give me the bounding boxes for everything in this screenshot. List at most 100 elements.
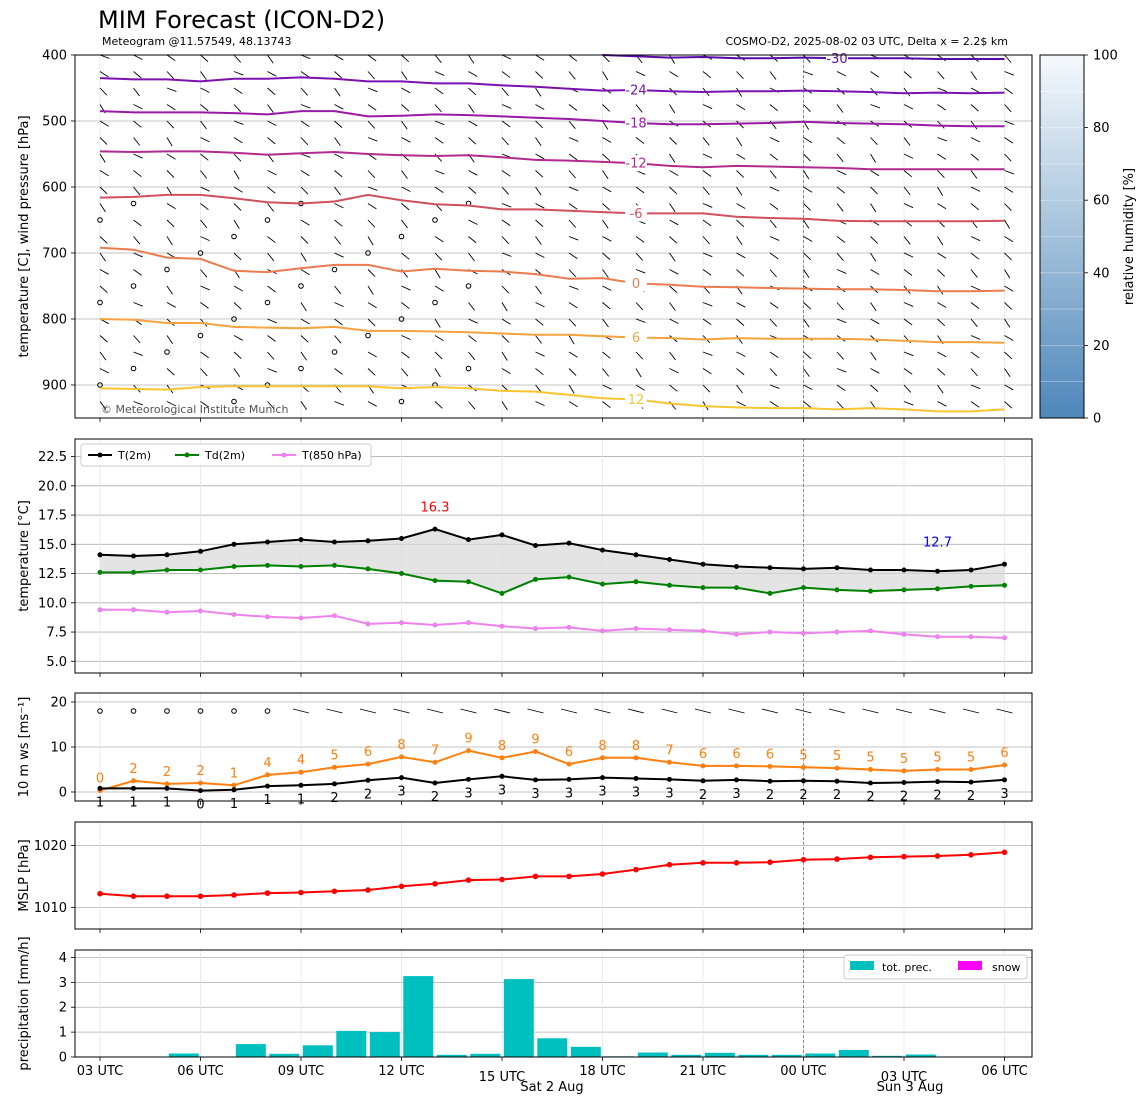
wind-barb [267,71,277,77]
wind-barb [937,236,944,246]
wind-barb [937,401,947,407]
calm-wind-marker [130,365,137,372]
series-point [499,532,505,538]
wind-barb [635,252,644,261]
wind-barb [970,368,978,377]
wind-barb [434,285,444,292]
plot-frame [74,949,1033,1058]
wind-barb [233,351,242,360]
y-tick-label: 12.5 [38,567,67,582]
wind-barb [903,203,914,209]
wind-speed-point [566,776,572,782]
wind-barb [300,71,310,78]
wind-barb [133,153,143,159]
wind-barb [769,186,780,192]
wind-barb [769,236,780,241]
isotherm-label: -18 [625,116,646,131]
wind-barb [702,236,710,245]
wind-barb [702,302,713,307]
wind-barb [602,71,609,81]
wind-barb [836,401,845,410]
wind-barb [267,252,275,262]
isotherm-line [99,110,1005,128]
wind-barb [501,285,510,294]
wind-barb [769,104,779,112]
wind-barb [736,120,744,129]
y-tick-label: 10 [50,741,67,756]
wind-barb [970,203,980,211]
series-point [968,634,974,640]
precipitation-panel: 0 1 2 3 4 tot. prec. snow precipitation [mm/h] 0… [17,936,1033,1095]
series-point [1002,582,1007,588]
wind-barb [602,269,609,278]
wind-barb [1004,120,1014,126]
wind-speed-point [700,778,706,784]
wind-barb [434,236,444,243]
legend-label: T(2m) [117,449,151,462]
wind-barb [334,401,344,406]
mslp-point [398,883,405,890]
wind-barb [233,368,241,377]
wind-barb [99,153,106,163]
wind-barb [702,170,712,177]
wind-barb [568,236,579,241]
wind-barb [870,153,877,163]
wind-barb [669,252,676,262]
wind-barb [602,219,609,229]
wind-barb [434,120,445,126]
wind-barb [133,269,142,276]
wind-barb [535,236,542,245]
wind-barb [568,368,577,376]
wind-barb [803,153,811,162]
wind-barb [903,269,913,276]
gust-value-label: 8 [632,739,640,754]
wind-barb [501,318,511,325]
wind-barb [602,368,610,377]
series-point [533,576,538,582]
wind-speed-value-label: 3 [665,786,673,801]
wind-barb [1004,219,1011,229]
wind-barb [99,335,108,343]
wind-speed-value-label: 3 [397,785,405,800]
wind-barb [200,104,209,112]
isotherm-line [99,385,1005,413]
series-point [499,623,505,629]
gust-value-label: 8 [598,739,606,754]
gust-value-label: 6 [766,747,774,762]
precip-bar [872,1055,903,1057]
precip-bar [805,1053,836,1057]
isotherm-label: -30 [826,52,847,67]
series-point [399,620,404,626]
calm-wind-marker [97,217,103,223]
gust-value-label: 5 [967,751,975,766]
precip-bar [671,1054,702,1057]
wind-barb [736,236,743,246]
wind-barb [133,71,142,79]
wind-barb [300,186,309,195]
gust-value-label: 4 [297,753,305,768]
calm-wind-marker [398,316,405,322]
wind-barb [1004,401,1013,409]
series-point [231,564,237,569]
wind-barb [334,170,343,178]
wind-barb [99,401,107,410]
wind-barb [434,252,443,261]
wind-barb [99,252,106,262]
wind-barb [828,708,846,714]
series-point [1002,635,1007,641]
wind-barb [702,219,712,227]
wind-barb [367,120,376,129]
series-point [767,629,773,635]
wind-barb [970,186,981,192]
wind-barb [200,153,209,161]
wind-barb [736,203,746,209]
wind-barb [233,252,242,261]
calm-wind-marker [97,708,103,714]
wind-barb [769,170,777,179]
legend-label: T(850 hPa) [301,449,362,462]
wind-barb [166,170,175,178]
wind-barb [769,219,777,228]
isotherm-line [99,193,1005,223]
wind-barb [769,269,777,278]
colorbar-tick-label: 40 [1093,266,1110,281]
